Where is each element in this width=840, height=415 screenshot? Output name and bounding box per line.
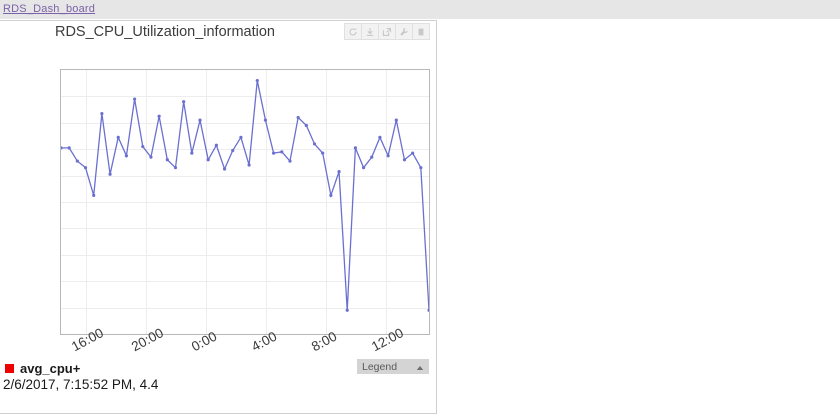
breadcrumb-link-dashboard[interactable]: RDS_Dash_board (3, 3, 96, 15)
stop-icon[interactable] (412, 23, 430, 40)
gridline-horizontal (61, 175, 429, 177)
download-icon[interactable] (361, 23, 379, 40)
gridline-horizontal (61, 307, 429, 309)
series-readout-text: 2/6/2017, 7:15:52 PM, 4.4 (3, 377, 159, 392)
series-name-label: avg_cpu+ (20, 361, 81, 376)
gridline-vertical (86, 70, 88, 334)
chevron-up-icon (416, 358, 424, 376)
chart-footer: avg_cpu+ 2/6/2017, 7:15:52 PM, 4.4 Legen… (0, 357, 437, 413)
gridline-vertical (205, 70, 207, 334)
gridline-horizontal (61, 281, 429, 283)
gridline-vertical (265, 70, 267, 334)
gridline-horizontal (61, 122, 429, 124)
data-series-line (61, 78, 429, 312)
gridline-horizontal (61, 254, 429, 256)
series-legend-entry: avg_cpu+ (5, 361, 80, 376)
chart-panel: RDS_CPU_Utilization_information (0, 20, 437, 414)
chart-area: 4.4404.4204.4004.3804.3604.3404.3204.300… (0, 35, 437, 355)
breadcrumb: RDS_Dash_board (3, 2, 95, 16)
gridline-horizontal (61, 96, 429, 98)
gridline-vertical (325, 70, 327, 334)
panel-toolbar (344, 23, 430, 40)
gridline-horizontal (61, 334, 429, 335)
legend-button-label: Legend (362, 360, 398, 373)
series-color-swatch (5, 364, 14, 373)
plot-area (60, 69, 430, 335)
gridline-horizontal (61, 228, 429, 230)
browser-top-bar: RDS_Dash_board (0, 0, 840, 20)
popout-icon[interactable] (378, 23, 396, 40)
gridline-horizontal (61, 202, 429, 203)
legend-toggle-button[interactable]: Legend (357, 359, 429, 374)
gridline-vertical (385, 70, 387, 334)
panel-title: RDS_CPU_Utilization_information (54, 24, 275, 40)
gridline-vertical (146, 70, 147, 334)
